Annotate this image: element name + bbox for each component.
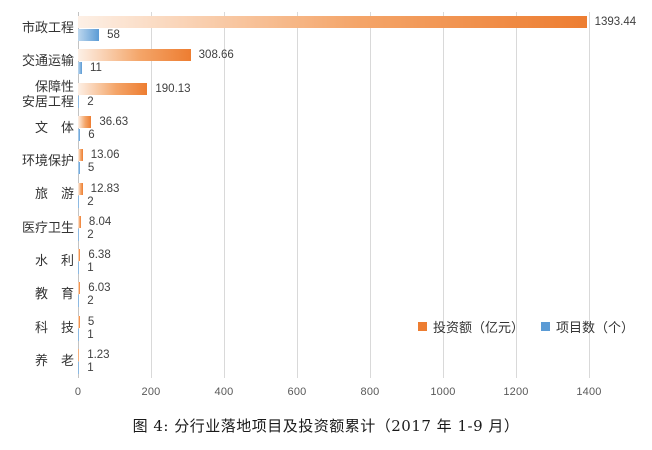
investment-value-label: 8.04: [88, 215, 112, 228]
project-count-bar: [78, 29, 100, 42]
project-count-bar: [78, 129, 81, 142]
gridline: [589, 12, 590, 378]
category-label: 交通运输: [21, 54, 74, 70]
investment-value-label: 1393.44: [594, 16, 637, 29]
project-count-label: 11: [90, 62, 102, 75]
project-count-label: 2: [87, 95, 94, 108]
investment-value-label: 12.83: [90, 182, 120, 195]
figure-caption: 图 4: 分行业落地项目及投资额累计（2017 年 1-9 月）: [132, 417, 520, 435]
legend-item-investment: 投资额（亿元）: [418, 317, 524, 336]
x-axis-tick-label: 600: [287, 386, 307, 398]
category-label: 教 育: [34, 287, 74, 303]
investment-value-label: 13.06: [90, 149, 120, 162]
project-count-bar: [78, 195, 80, 208]
investment-value-label: 1.23: [87, 348, 110, 361]
category-label: 环境保护: [21, 154, 74, 170]
investment-value-label: 36.63: [99, 116, 129, 129]
legend-label-investment: 投资额（亿元）: [433, 321, 525, 336]
gridline: [370, 12, 371, 378]
category-label: 市政工程: [21, 21, 74, 37]
chart-legend: 投资额（亿元） 项目数（个）: [418, 317, 634, 336]
x-axis-tick-label: 400: [214, 386, 234, 398]
investment-bar: [78, 249, 81, 262]
project-count-bar: [78, 162, 80, 175]
investment-bar: [78, 215, 81, 228]
x-axis-tick-label: 0: [74, 386, 82, 398]
gridline: [151, 12, 152, 378]
gridline: [443, 12, 444, 378]
investment-bar: [78, 116, 92, 129]
project-count-label: 2: [87, 228, 94, 241]
investment-value-label: 308.66: [198, 49, 234, 62]
project-count-bar: [78, 228, 80, 241]
project-count-label: 2: [87, 195, 94, 208]
gridline: [297, 12, 298, 378]
project-count-bar: [78, 328, 80, 341]
investment-bar: [78, 282, 81, 295]
category-label: 医疗卫生: [21, 220, 74, 236]
gridline: [224, 12, 225, 378]
investment-bar: [78, 348, 80, 361]
y-axis-line: [78, 12, 79, 378]
investment-bar: [78, 315, 80, 328]
x-axis-tick-label: 200: [141, 386, 161, 398]
investment-bar: [78, 82, 148, 95]
category-label: 科 技: [34, 320, 74, 336]
project-count-bar: [78, 361, 80, 374]
investment-value-label: 6.38: [88, 249, 111, 262]
x-axis-tick-label: 1000: [430, 386, 456, 398]
x-axis-tick-label: 800: [360, 386, 380, 398]
project-count-label: 6: [88, 129, 95, 142]
category-label: 养 老: [34, 353, 74, 369]
project-count-label: 1: [87, 262, 94, 275]
project-count-label: 2: [87, 295, 94, 308]
project-count-label: 1: [87, 361, 94, 374]
investment-value-label: 6.03: [88, 282, 111, 295]
investment-bar: [78, 16, 587, 29]
project-count-bar: [78, 95, 80, 108]
investment-bar: [78, 49, 191, 62]
investment-value-label: 5: [87, 315, 95, 328]
investment-bar: [78, 149, 83, 162]
x-axis-tick-label: 1200: [503, 386, 529, 398]
project-count-bar: [78, 62, 82, 75]
category-label: 文 体: [34, 120, 74, 136]
project-count-label: 1: [87, 328, 94, 341]
project-count-label: 5: [87, 162, 95, 175]
investment-value-label: 190.13: [155, 82, 191, 95]
legend-label-projects: 项目数（个）: [556, 321, 635, 336]
project-count-bar: [78, 295, 80, 308]
project-count-label: 58: [107, 29, 120, 42]
x-axis-tick-label: 1400: [576, 386, 602, 398]
projects-legend-swatch-icon: [541, 322, 551, 331]
legend-item-projects: 项目数（个）: [541, 317, 634, 336]
project-count-bar: [78, 262, 80, 275]
category-label: 水 利: [34, 254, 74, 270]
gridline: [516, 12, 517, 378]
investment-legend-swatch-icon: [418, 322, 427, 331]
category-label: 保障性 安居工程: [21, 80, 74, 111]
category-label: 旅 游: [34, 187, 74, 203]
investment-bar: [78, 182, 83, 195]
